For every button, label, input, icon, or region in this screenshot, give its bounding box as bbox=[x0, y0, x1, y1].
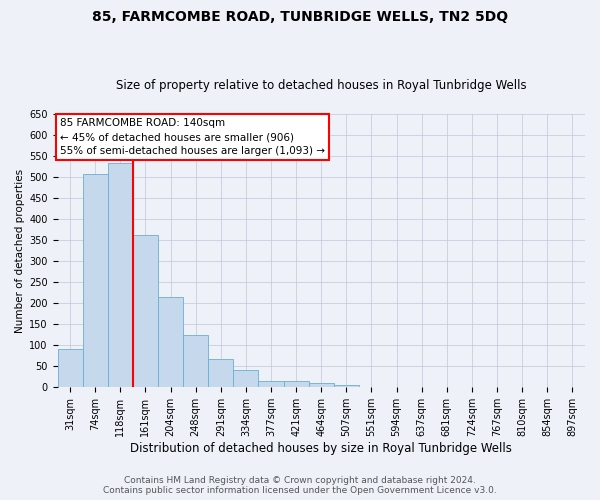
Bar bbox=[359, 386, 384, 388]
Bar bbox=[259, 381, 284, 388]
Bar bbox=[108, 163, 133, 388]
Bar bbox=[208, 359, 233, 388]
X-axis label: Distribution of detached houses by size in Royal Tunbridge Wells: Distribution of detached houses by size … bbox=[130, 442, 512, 455]
Bar bbox=[183, 335, 208, 388]
Title: Size of property relative to detached houses in Royal Tunbridge Wells: Size of property relative to detached ho… bbox=[116, 79, 527, 92]
Bar bbox=[58, 350, 83, 388]
Bar bbox=[233, 370, 259, 388]
Bar bbox=[158, 298, 183, 388]
Bar bbox=[334, 385, 359, 388]
Text: 85 FARMCOMBE ROAD: 140sqm
← 45% of detached houses are smaller (906)
55% of semi: 85 FARMCOMBE ROAD: 140sqm ← 45% of detac… bbox=[60, 118, 325, 156]
Bar bbox=[284, 381, 308, 388]
Y-axis label: Number of detached properties: Number of detached properties bbox=[15, 168, 25, 332]
Bar bbox=[308, 383, 334, 388]
Bar bbox=[133, 235, 158, 388]
Text: Contains HM Land Registry data © Crown copyright and database right 2024.
Contai: Contains HM Land Registry data © Crown c… bbox=[103, 476, 497, 495]
Text: 85, FARMCOMBE ROAD, TUNBRIDGE WELLS, TN2 5DQ: 85, FARMCOMBE ROAD, TUNBRIDGE WELLS, TN2… bbox=[92, 10, 508, 24]
Bar bbox=[83, 174, 108, 388]
